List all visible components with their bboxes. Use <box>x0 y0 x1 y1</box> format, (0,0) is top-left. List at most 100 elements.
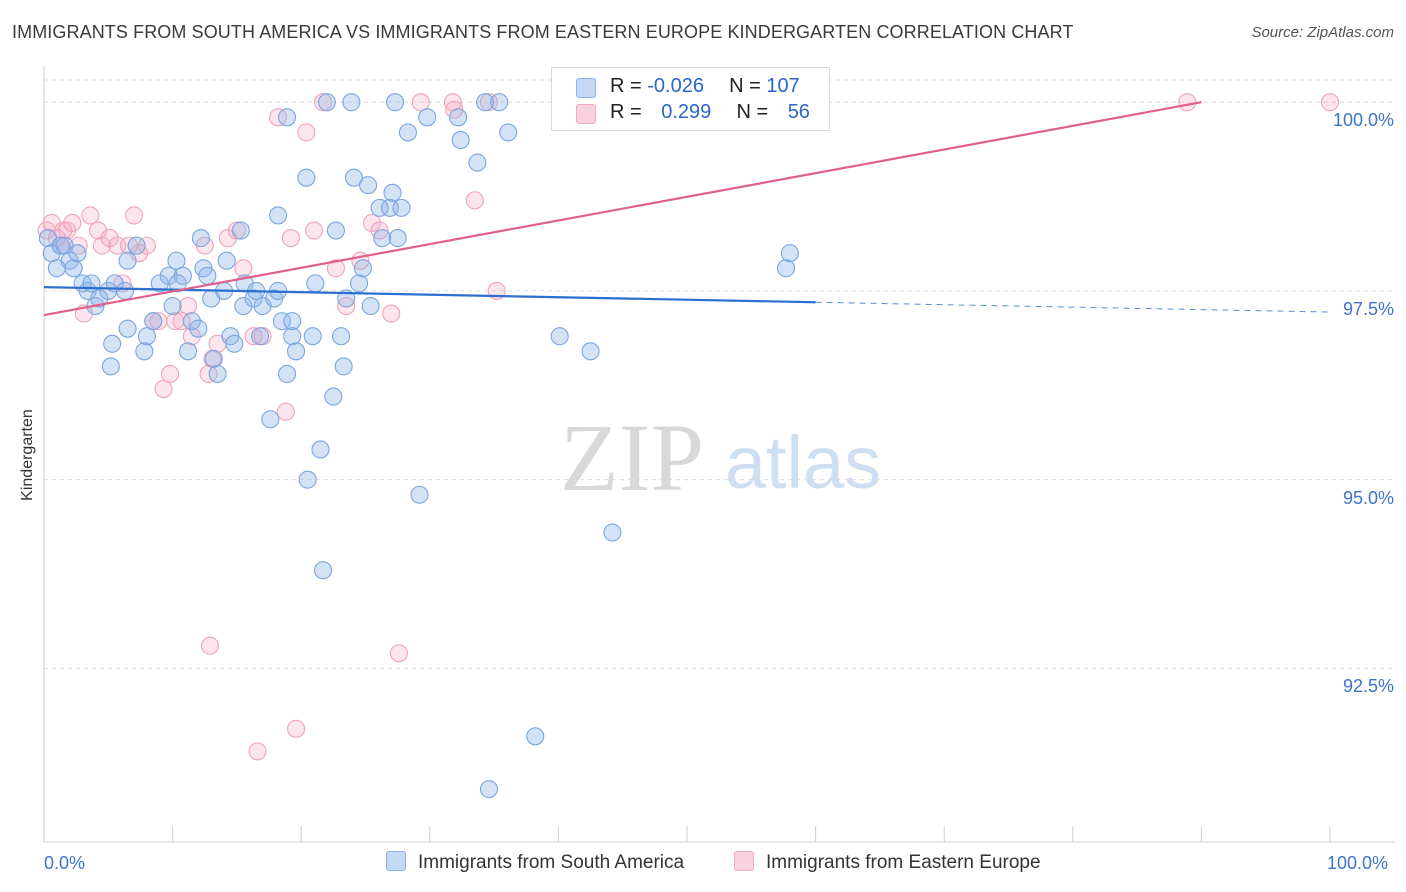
watermark-zip: ZIP <box>560 404 704 511</box>
south-america-point <box>386 93 405 112</box>
south-america-point <box>468 153 487 172</box>
south-america-point <box>344 168 363 187</box>
south-america-point <box>68 244 87 263</box>
bottom-legend-swatch-pink <box>734 851 754 871</box>
eastern-europe-point <box>411 93 430 112</box>
south-america-point <box>231 221 250 240</box>
bottom-legend-south-america: Immigrants from South America <box>386 851 684 874</box>
south-america-point <box>526 727 545 746</box>
eastern-europe-point <box>124 206 144 225</box>
south-america-point <box>159 266 178 285</box>
y-tick-label: 100.0% <box>1332 110 1394 131</box>
y-tick-label: 95.0% <box>1342 487 1394 508</box>
eastern-europe-point <box>200 636 219 655</box>
bottom-legend-eastern-europe: Immigrants from Eastern Europe <box>734 851 1041 874</box>
eastern-europe-point <box>178 296 198 316</box>
eastern-europe-point <box>119 236 138 255</box>
south-america-point <box>392 198 411 217</box>
axes <box>43 66 1395 843</box>
south-america-point <box>269 206 288 225</box>
eastern-europe-point <box>1178 93 1197 112</box>
eastern-europe-point <box>337 296 356 316</box>
eastern-europe-trend-line <box>43 101 1202 317</box>
south-america-point <box>178 342 198 361</box>
eastern-europe-point <box>314 93 333 112</box>
eastern-europe-point <box>63 213 82 233</box>
south-america-point <box>324 387 343 406</box>
eastern-europe-point <box>160 364 180 384</box>
legend-n-value: 107 <box>766 75 800 97</box>
south-america-point <box>603 523 622 542</box>
legend-r-value: -0.026 <box>647 75 704 97</box>
legend-n-value: 56 <box>787 101 810 123</box>
south-america-point <box>326 221 345 240</box>
south-america-point <box>303 327 322 346</box>
south-america-point <box>208 364 227 384</box>
south-america-point <box>118 251 137 270</box>
trend-lines <box>43 101 1331 317</box>
south-america-point <box>90 289 109 308</box>
south-america-point <box>82 274 101 293</box>
eastern-europe-point <box>69 236 88 255</box>
grid-lines <box>44 79 1395 669</box>
legend-n-label: N = <box>736 101 769 123</box>
south-america-point <box>350 274 369 293</box>
south-america-point <box>144 312 163 331</box>
eastern-europe-point <box>92 236 111 255</box>
south-america-point <box>451 130 470 149</box>
south-america-point <box>353 259 372 278</box>
source-label: Source: ZipAtlas.com <box>1251 24 1394 41</box>
eastern-europe-point <box>54 221 73 240</box>
south-america-point <box>51 236 70 255</box>
legend-n-label: N = <box>729 75 761 97</box>
eastern-europe-point <box>81 206 100 225</box>
eastern-europe-point <box>389 644 408 663</box>
south-america-point <box>272 312 291 331</box>
bottom-legend-label-pink: Immigrants from Eastern Europe <box>766 852 1041 873</box>
south-america-point <box>261 410 280 429</box>
south-america-point <box>234 296 253 316</box>
eastern-europe-point <box>276 402 295 421</box>
eastern-europe-point <box>137 236 156 255</box>
eastern-europe-point <box>172 312 191 331</box>
south-america-point <box>283 312 302 331</box>
eastern-europe-point <box>305 221 324 240</box>
south-america-point <box>127 236 146 255</box>
eastern-europe-point <box>281 229 300 248</box>
eastern-europe-point <box>248 742 267 761</box>
south-america-point <box>317 93 336 112</box>
eastern-europe-point <box>287 719 306 738</box>
eastern-europe-point <box>326 259 345 278</box>
south-america-point <box>191 229 210 248</box>
south-america-point <box>479 780 499 799</box>
south-america-point <box>342 93 361 112</box>
eastern-europe-point <box>154 380 173 399</box>
eastern-europe-point <box>479 93 499 112</box>
south-america-point <box>118 319 137 338</box>
legend-swatch-blue <box>576 78 596 98</box>
south-america-point <box>204 349 223 368</box>
series-south-america-points <box>38 93 799 799</box>
south-america-point <box>449 108 468 127</box>
south-america-point <box>298 470 317 489</box>
south-america-point <box>217 251 236 270</box>
south-america-point <box>306 274 325 293</box>
south-america-point <box>135 342 154 361</box>
series-eastern-europe-points <box>37 93 1340 761</box>
south-america-point <box>64 259 83 278</box>
x-tick-label-max: 100.0% <box>1327 853 1389 873</box>
eastern-europe-point <box>227 221 246 240</box>
y-axis-label: Kindergarten <box>19 409 36 501</box>
south-america-point <box>398 123 417 142</box>
south-america-point <box>314 561 333 580</box>
south-america-point <box>225 334 244 353</box>
south-america-trend-extension <box>815 301 1331 313</box>
legend-r-label: R = <box>610 75 642 97</box>
legend-swatch-pink <box>576 104 596 124</box>
watermark-atlas: atlas <box>725 421 881 504</box>
x-tick-label-min: 0.0% <box>44 853 86 873</box>
south-america-point <box>418 108 437 127</box>
chart-title: IMMIGRANTS FROM SOUTH AMERICA VS IMMIGRA… <box>12 22 1074 42</box>
eastern-europe-point <box>1320 93 1340 112</box>
south-america-point <box>278 364 297 384</box>
